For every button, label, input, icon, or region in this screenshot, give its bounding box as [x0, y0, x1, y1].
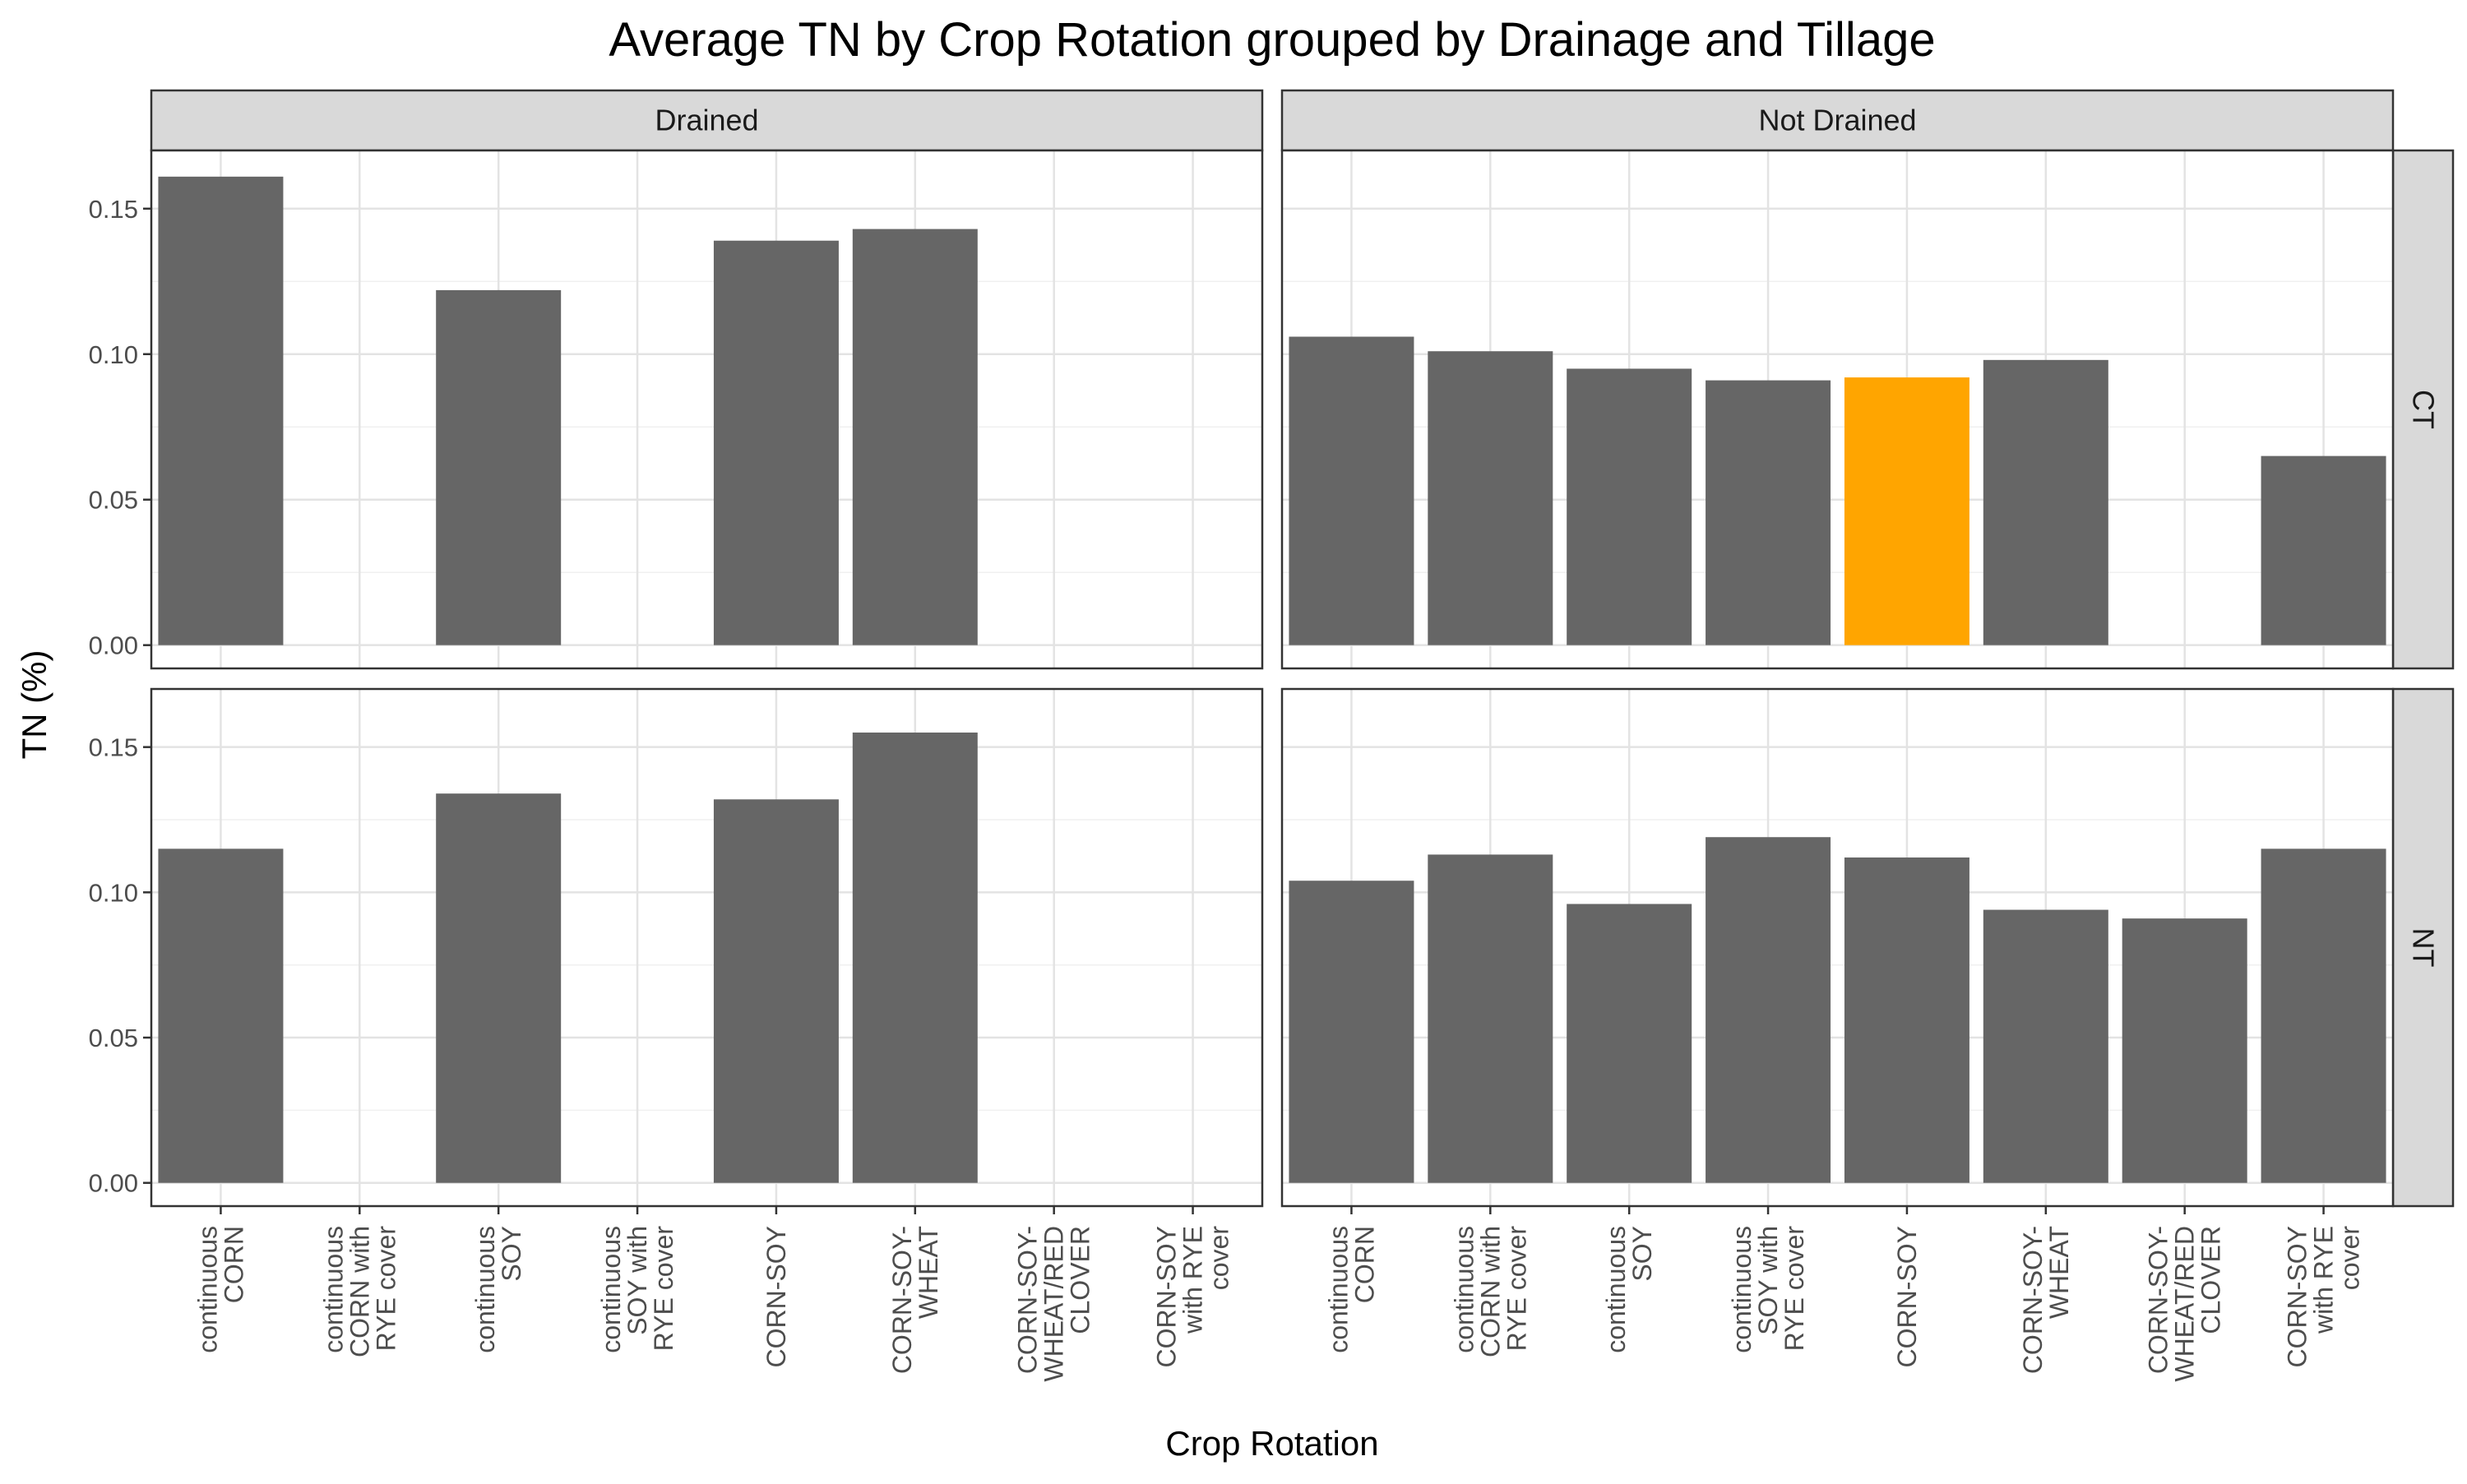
x-category-label: WHEAT	[914, 1226, 943, 1319]
bar	[852, 229, 978, 645]
x-category-label: WHEAT/RED	[2170, 1226, 2200, 1382]
x-category-label: CORN-SOY	[1892, 1226, 1922, 1367]
x-category-label: RYE cover	[1502, 1226, 1531, 1352]
bar	[1844, 857, 1969, 1183]
x-category-label: continuous	[192, 1226, 222, 1353]
y-tick-label: 0.00	[89, 1169, 138, 1198]
x-category-label: CORN	[1349, 1226, 1379, 1303]
bar	[1983, 909, 2108, 1183]
x-category-label: CORN with	[345, 1226, 374, 1357]
y-tick-label: 0.05	[89, 1024, 138, 1052]
row-strip-1	[2391, 687, 2455, 1208]
x-category-label: continuous	[596, 1226, 626, 1353]
bar	[1289, 336, 1414, 645]
facet-strip-label: Not Drained	[1758, 104, 1916, 137]
x-category-label: CORN-SOY-	[1013, 1226, 1043, 1374]
x-category-label: cover	[1205, 1226, 1234, 1291]
bar	[1706, 380, 1831, 645]
x-category-label: continuous	[1449, 1226, 1479, 1353]
x-category-label: RYE cover	[649, 1226, 678, 1352]
x-category-label: CORN-SOY	[761, 1226, 791, 1367]
bar	[1706, 837, 1831, 1183]
x-category-label: SOY	[1627, 1226, 1657, 1282]
y-tick-label: 0.00	[89, 631, 138, 660]
y-axis-title: TN (%)	[15, 650, 53, 760]
bar	[1428, 351, 1553, 645]
panel-1	[1280, 149, 2395, 670]
bar	[436, 793, 562, 1183]
bar	[1567, 368, 1692, 645]
facet-strip-0	[150, 89, 1264, 152]
y-tick-label: 0.10	[89, 340, 138, 369]
row-strip-label: NT	[2407, 928, 2441, 968]
panels-layer: Drained Not DrainedCTNT0.000.050.100.150.…	[89, 89, 2455, 1382]
bar	[1983, 359, 2108, 645]
x-category-label: SOY with	[623, 1226, 652, 1335]
x-category-label: CORN-SOY-	[887, 1226, 917, 1374]
panel-0: 0.00 0.05 0.10 0.15	[89, 149, 1264, 670]
x-category-label: CORN with	[1475, 1226, 1505, 1357]
facet-strip-1	[1280, 89, 2395, 152]
x-category-label: continuous	[318, 1226, 348, 1353]
y-tick-label: 0.05	[89, 486, 138, 515]
row-strip-label: CT	[2407, 390, 2441, 429]
x-category-label: RYE cover	[371, 1226, 400, 1352]
x-category-label: SOY with	[1753, 1226, 1783, 1335]
x-category-label: continuous	[1323, 1226, 1353, 1353]
x-category-label: CORN-SOY-	[2018, 1226, 2048, 1374]
x-category-label: RYE cover	[1780, 1226, 1809, 1352]
bar	[1428, 854, 1553, 1183]
x-category-label: WHEAT/RED	[1039, 1226, 1069, 1382]
bar	[713, 240, 839, 645]
x-category-label: SOY	[497, 1226, 526, 1282]
bar	[2261, 848, 2386, 1183]
y-tick-label: 0.15	[89, 733, 138, 762]
bar	[1567, 904, 1692, 1183]
panel-border	[150, 687, 1264, 1208]
bar	[713, 799, 839, 1183]
bar	[852, 733, 978, 1183]
bar	[1289, 881, 1414, 1183]
x-category-label: WHEAT	[2044, 1226, 2074, 1319]
x-category-label: with RYE	[1178, 1226, 1208, 1334]
x-category-label: with RYE	[2309, 1226, 2339, 1334]
panel-border	[1280, 149, 2395, 670]
x-category-label: CORN-SOY-	[2144, 1226, 2173, 1374]
x-category-label: CORN-SOY	[1152, 1226, 1182, 1367]
facet-strip-label: Drained	[655, 104, 758, 137]
bar	[436, 289, 562, 645]
x-category-label: CLOVER	[1066, 1226, 1095, 1334]
x-axis-title: Crop Rotation	[1165, 1424, 1378, 1463]
bar	[2122, 918, 2247, 1183]
x-category-label: cover	[2335, 1226, 2365, 1291]
x-category-label: CORN-SOY	[2283, 1226, 2312, 1367]
bar	[2261, 455, 2386, 645]
row-strip-0	[2391, 149, 2455, 670]
x-category-label: continuous	[470, 1226, 500, 1353]
x-category-label: continuous	[1727, 1226, 1757, 1353]
panel-background	[151, 689, 1262, 1206]
x-category-label: CLOVER	[2196, 1226, 2226, 1334]
bar	[158, 848, 284, 1183]
x-category-label: CORN	[219, 1226, 248, 1303]
y-tick-label: 0.15	[89, 195, 138, 224]
panel-border	[1280, 687, 2395, 1208]
y-tick-label: 0.10	[89, 878, 138, 907]
panel-background	[151, 150, 1262, 668]
bar	[1844, 377, 1969, 645]
chart-title: Average TN by Crop Rotation grouped by D…	[609, 13, 1935, 67]
bar	[158, 176, 284, 645]
panel-border	[150, 149, 1264, 670]
x-category-label: continuous	[1601, 1226, 1631, 1353]
